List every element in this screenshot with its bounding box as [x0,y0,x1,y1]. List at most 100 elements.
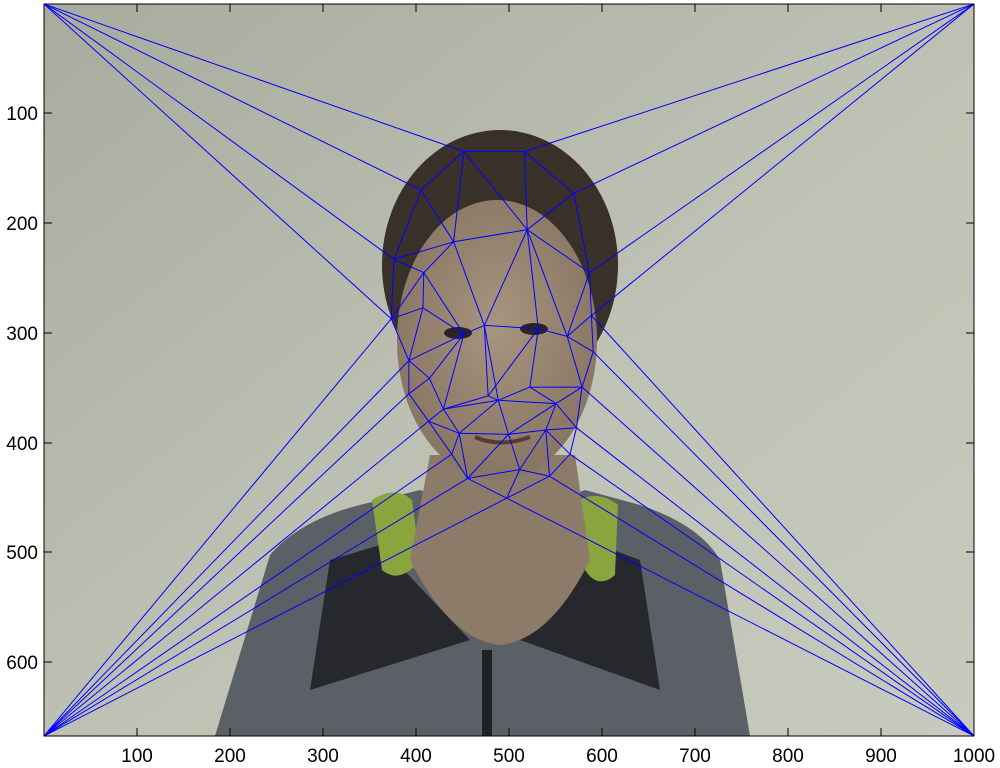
mesh-edge [393,258,425,274]
mesh-edge [428,378,444,410]
mesh-edge [44,4,392,320]
mesh-edge [408,307,424,361]
mesh-edge [566,335,594,353]
mesh-edge [428,420,453,455]
jacket-collar-left [310,545,470,690]
mesh-edge [508,429,546,435]
mesh-edge [576,427,974,736]
mesh-edge [44,4,464,152]
x-tick: 100 [121,4,153,767]
mesh-edge [591,4,974,316]
left-eye [444,327,472,339]
y-tick: 300 [6,324,974,345]
portrait-photo [44,4,974,736]
x-tick: 600 [586,4,618,767]
x-tick-label: 400 [400,746,432,767]
mesh-edge [569,427,577,455]
y-tick-label: 300 [6,324,38,345]
mesh-edge [573,193,590,273]
mesh-edge [420,151,465,191]
mesh-edge [429,333,465,379]
mesh-edge [442,334,465,410]
mesh-edge [524,4,974,152]
mesh-edge [459,432,509,435]
x-tick: 800 [772,4,804,767]
mesh-edge [423,241,454,273]
mesh-edge [498,399,557,405]
mesh-edge [423,272,465,335]
mesh-edge [538,328,568,337]
mesh-edge [408,333,465,362]
mesh-edge [483,229,528,326]
mesh-edge [467,469,520,479]
x-tick: 700 [679,4,711,767]
y-axis: 100 200 300 400 500 600 [6,104,974,674]
mesh-edge [506,497,974,736]
mesh-edge [590,315,594,352]
zipper [482,650,492,736]
mesh-edge [44,4,422,191]
mesh-edge [408,360,430,379]
mesh-edge [428,408,444,422]
mesh-edge [573,4,974,194]
x-tick-label: 800 [772,746,804,767]
mesh-edge [442,408,460,434]
x-tick-label: 900 [865,746,897,767]
mesh-edge [549,475,974,736]
mesh-edge [422,272,425,308]
mesh-edge [44,4,395,260]
mesh-edge [566,272,590,337]
y-tick-label: 100 [6,104,38,125]
mesh-edge [545,429,571,455]
mesh-edge [483,325,499,401]
mesh-edge [524,151,575,194]
mesh-edge [44,393,410,736]
y-tick: 400 [6,434,974,455]
mesh-edge [497,400,509,435]
x-tick: 500 [493,4,525,767]
mesh-edge [589,4,974,274]
face [397,200,597,480]
mesh-edge [545,429,550,477]
mesh-edge [44,318,392,736]
mesh-edge [428,420,460,434]
x-tick-label: 200 [214,746,246,767]
mesh-edge [467,434,509,479]
mesh-edge [545,403,557,431]
right-eye [520,323,548,335]
mesh-edge [589,272,592,316]
triangulation-mesh [44,4,974,736]
mesh-edge [487,328,539,397]
mesh-edge [44,497,507,736]
mesh-edge [519,429,547,470]
mesh-edge [453,151,465,242]
mesh-edge [526,229,568,337]
mesh-edge [569,453,974,736]
mesh-edge [420,189,455,243]
mesh-edge [391,307,424,320]
x-axis: 100 200 300 400 500 600 [121,4,995,767]
mesh-edge [526,192,575,231]
mesh-edge [458,433,469,479]
mesh-edge [463,151,528,231]
mesh-edge [443,395,489,410]
mesh-edge [545,427,577,431]
y-tick: 600 [6,653,974,674]
mesh-edge [451,433,460,455]
mesh-edge [508,434,521,470]
mesh-edge [44,360,410,736]
y-tick-label: 600 [6,653,38,674]
mesh-edge [506,469,521,499]
mesh-edge [555,386,583,405]
x-tick-label: 700 [679,746,711,767]
mesh-edge [555,403,577,429]
x-tick-label: 1000 [953,746,995,767]
x-tick-label: 600 [586,746,618,767]
y-tick: 200 [6,214,974,235]
mesh-edge [463,324,485,335]
y-tick: 100 [6,104,974,125]
mesh-edge [529,386,557,405]
mesh-edge [519,469,550,477]
mesh-edge [443,399,499,410]
